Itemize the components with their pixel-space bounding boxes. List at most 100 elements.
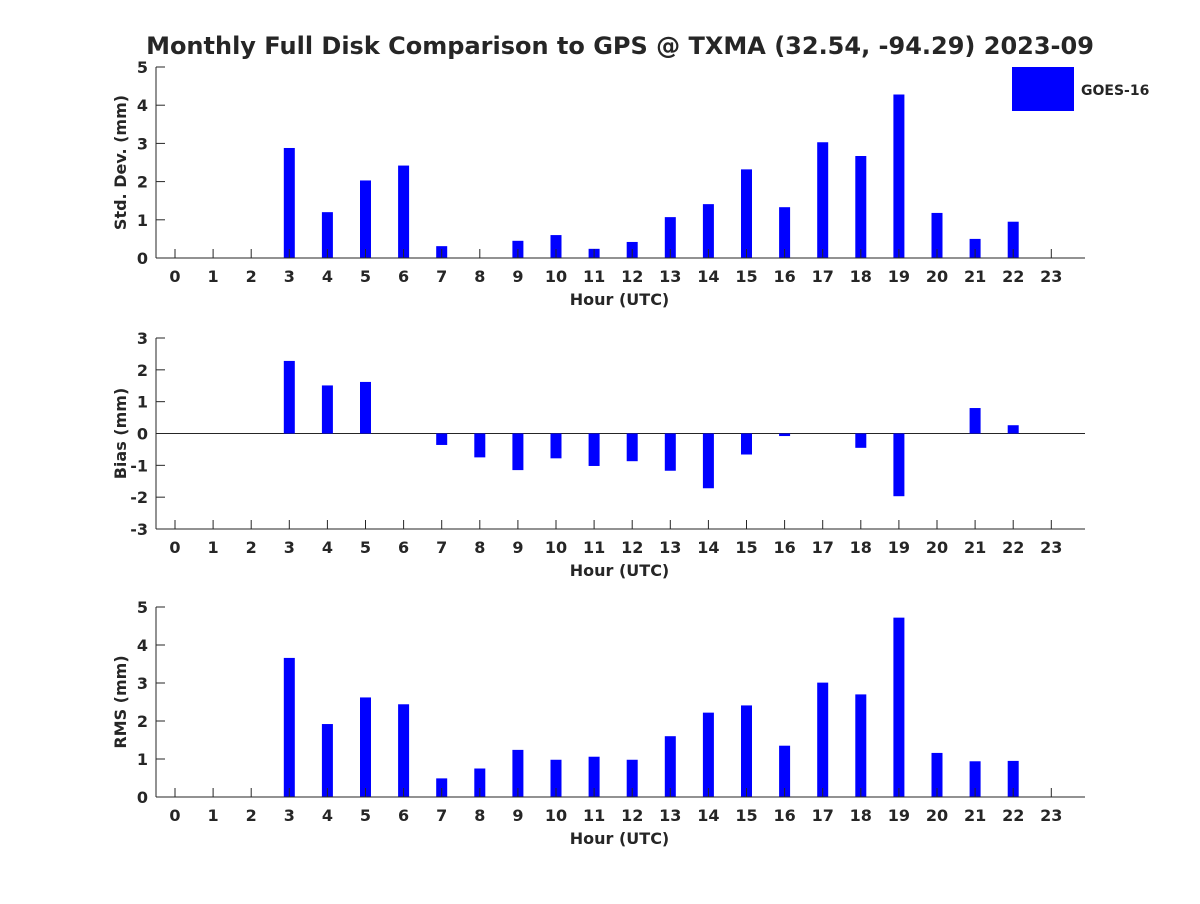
stddev-y-axis-label: Std. Dev. (mm) xyxy=(111,95,130,230)
bias-bar-hour-11 xyxy=(588,433,600,466)
bias-bar-hour-10 xyxy=(550,433,562,459)
rms-x-tick-label-7: 7 xyxy=(436,806,447,825)
stddev-bar-hour-19 xyxy=(893,94,905,258)
rms-y-tick-label-3: 3 xyxy=(137,674,148,693)
bias-x-tick-label-18: 18 xyxy=(850,538,872,557)
panel-rms: 0 1 2 3 4 5 6 7 8 9 10 11 12 13 14 15 16 17 18 19 20 21 22 2301… xyxy=(111,598,1085,848)
rms-x-tick-label-21: 21 xyxy=(964,806,986,825)
bias-bar-hour-7 xyxy=(436,433,448,445)
stddev-bar-hour-5 xyxy=(360,180,371,258)
stddev-bar-hour-4 xyxy=(321,212,333,258)
stddev-bar-hour-21 xyxy=(969,238,981,258)
bias-x-tick-label-23: 23 xyxy=(1040,538,1062,557)
rms-x-tick-label-0: 0 xyxy=(169,806,180,825)
bias-x-tick-label-13: 13 xyxy=(659,538,681,557)
stddev-bar-hour-20 xyxy=(931,212,943,258)
bias-bar-hour-12 xyxy=(626,433,638,462)
rms-x-tick-label-20: 20 xyxy=(926,806,948,825)
bias-bar-hour-13 xyxy=(664,433,676,471)
legend-label-goes-16: GOES-16 xyxy=(1081,83,1149,99)
rms-x-tick-label-2: 2 xyxy=(246,806,257,825)
bias-y-tick-label-1: 1 xyxy=(137,393,148,412)
rms-x-tick-label-4: 4 xyxy=(322,806,333,825)
stddev-bar-hour-18 xyxy=(855,156,867,258)
stddev-bar-hour-6 xyxy=(398,165,410,258)
rms-bar-hour-7 xyxy=(436,778,448,797)
rms-bar-hour-5 xyxy=(360,697,371,797)
bias-x-tick-label-10: 10 xyxy=(545,538,567,557)
rms-x-tick-label-3: 3 xyxy=(284,806,295,825)
bias-x-tick-label-1: 1 xyxy=(208,538,219,557)
bias-x-tick-label-15: 15 xyxy=(735,538,757,557)
rms-bar-hour-16 xyxy=(779,745,791,797)
bias-x-tick-label-0: 0 xyxy=(169,538,180,557)
stddev-x-tick-label-6: 6 xyxy=(398,267,409,286)
stddev-y-tick-label-5: 5 xyxy=(137,58,148,77)
rms-bar-hour-11 xyxy=(588,756,600,797)
rms-x-tick-label-9: 9 xyxy=(512,806,523,825)
rms-bar-hour-13 xyxy=(664,736,676,797)
stddev-x-tick-label-0: 0 xyxy=(169,267,180,286)
bias-x-tick-label-12: 12 xyxy=(621,538,643,557)
bias-bar-hour-3 xyxy=(283,360,295,434)
stddev-bar-hour-3 xyxy=(283,147,295,258)
stddev-x-tick-label-17: 17 xyxy=(812,267,834,286)
stddev-x-tick-label-12: 12 xyxy=(621,267,643,286)
rms-bar-hour-3 xyxy=(283,657,295,797)
rms-bar-hour-22 xyxy=(1007,760,1019,797)
bias-x-axis-label: Hour (UTC) xyxy=(570,561,670,580)
rms-y-tick-label-1: 1 xyxy=(137,750,148,769)
bias-x-tick-label-19: 19 xyxy=(888,538,910,557)
rms-x-axis-label: Hour (UTC) xyxy=(570,829,670,848)
bias-bar-hour-18 xyxy=(855,433,867,448)
stddev-x-tick-label-1: 1 xyxy=(208,267,219,286)
rms-bar-hour-9 xyxy=(512,749,524,797)
stddev-y-tick-label-4: 4 xyxy=(137,96,148,115)
stddev-x-tick-label-11: 11 xyxy=(583,267,605,286)
stddev-y-tick-label-2: 2 xyxy=(137,173,148,192)
bias-x-tick-label-22: 22 xyxy=(1002,538,1024,557)
bias-y-tick-label--2: -2 xyxy=(130,488,148,507)
rms-bar-hour-4 xyxy=(321,724,333,797)
bias-x-tick-label-16: 16 xyxy=(773,538,795,557)
bias-x-tick-label-20: 20 xyxy=(926,538,948,557)
stddev-x-tick-label-5: 5 xyxy=(360,267,371,286)
legend-swatch-goes-16 xyxy=(1012,67,1074,111)
rms-x-tick-label-13: 13 xyxy=(659,806,681,825)
panel-bias: 0 1 2 3 4 5 6 7 8 9 10 11 12 13 14 15 16 17 18 19 20 21 22 23-3… xyxy=(111,329,1085,580)
stddev-y-tick-label-3: 3 xyxy=(137,134,148,153)
stddev-y-tick-label-0: 0 xyxy=(137,249,148,268)
bias-x-tick-label-8: 8 xyxy=(474,538,485,557)
stddev-x-tick-label-3: 3 xyxy=(284,267,295,286)
bias-y-tick-label-3: 3 xyxy=(137,329,148,348)
bias-x-tick-label-17: 17 xyxy=(812,538,834,557)
stddev-x-tick-label-7: 7 xyxy=(436,267,447,286)
rms-x-tick-label-12: 12 xyxy=(621,806,643,825)
bias-x-tick-label-21: 21 xyxy=(964,538,986,557)
bias-x-tick-label-7: 7 xyxy=(436,538,447,557)
rms-bar-hour-14 xyxy=(702,712,714,797)
rms-y-axis-label: RMS (mm) xyxy=(111,655,130,748)
bias-bar-hour-5 xyxy=(360,381,371,434)
bias-bar-hour-14 xyxy=(702,433,714,489)
stddev-x-tick-label-19: 19 xyxy=(888,267,910,286)
stddev-y-tick-label-1: 1 xyxy=(137,211,148,230)
bias-bar-hour-9 xyxy=(512,433,524,471)
stddev-bar-hour-10 xyxy=(550,235,562,258)
rms-x-tick-label-22: 22 xyxy=(1002,806,1024,825)
bias-x-tick-label-14: 14 xyxy=(697,538,719,557)
rms-x-tick-label-16: 16 xyxy=(773,806,795,825)
rms-x-tick-label-6: 6 xyxy=(398,806,409,825)
stddev-x-tick-label-20: 20 xyxy=(926,267,948,286)
rms-x-tick-label-18: 18 xyxy=(850,806,872,825)
rms-x-tick-label-14: 14 xyxy=(697,806,719,825)
stddev-x-tick-label-13: 13 xyxy=(659,267,681,286)
stddev-bar-hour-14 xyxy=(702,204,714,258)
rms-bar-hour-15 xyxy=(741,705,752,797)
rms-x-tick-label-1: 1 xyxy=(208,806,219,825)
bias-bar-hour-19 xyxy=(893,433,905,497)
rms-bar-hour-17 xyxy=(817,682,829,797)
stddev-x-tick-label-18: 18 xyxy=(850,267,872,286)
stddev-x-axis-label: Hour (UTC) xyxy=(570,290,670,309)
